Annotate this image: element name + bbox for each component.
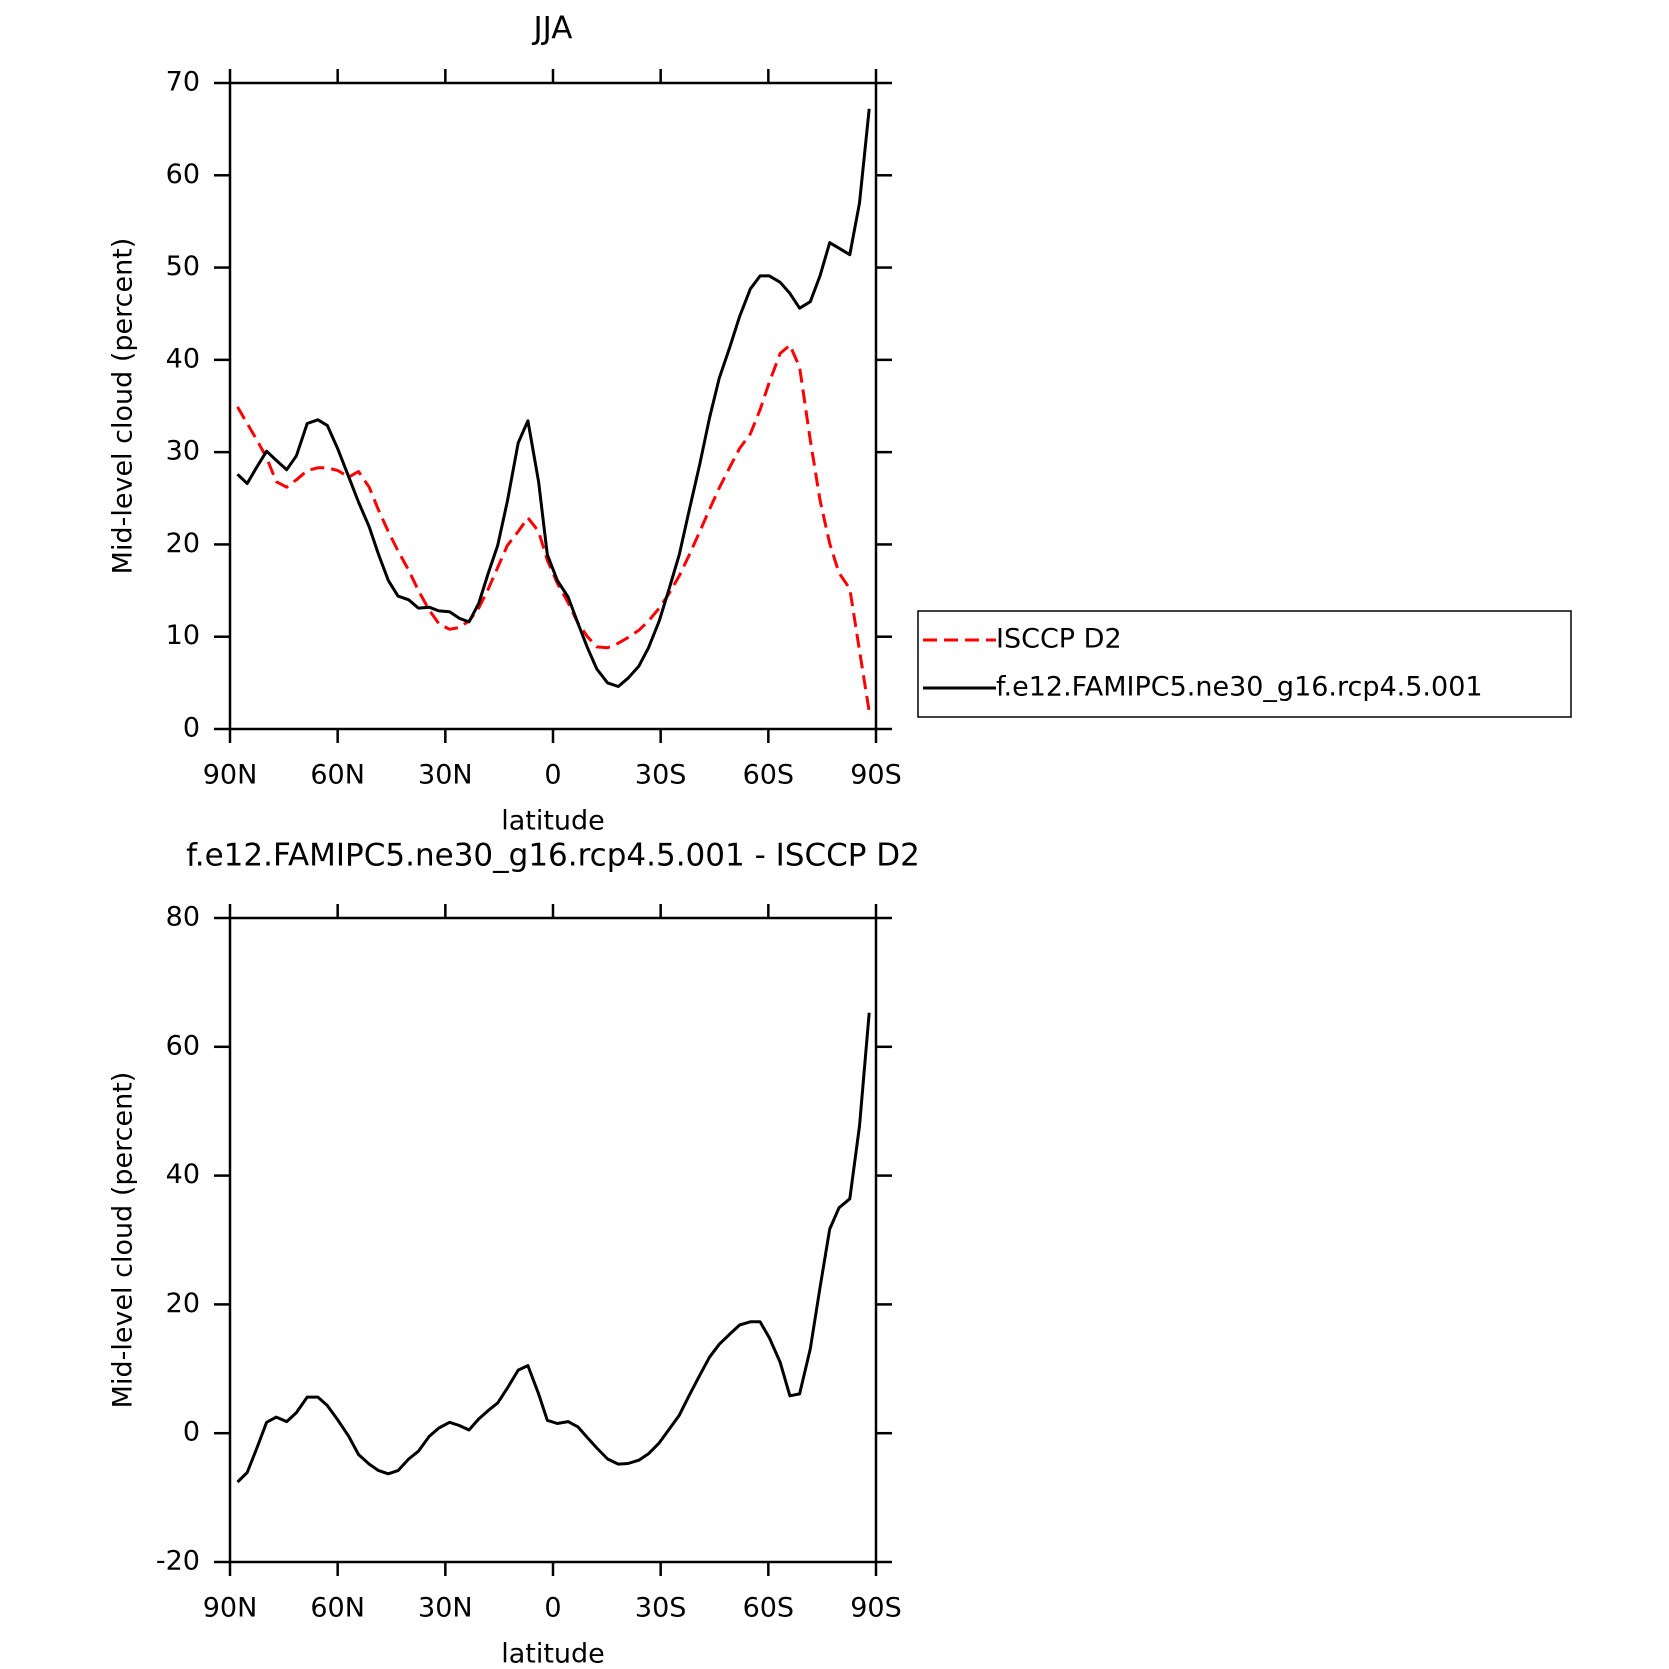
x-tick-label: 30N: [418, 1593, 473, 1624]
x-tick-label: 30S: [635, 1593, 687, 1624]
y-axis-label: Mid-level cloud (percent): [108, 1072, 139, 1409]
y-tick-label: 40: [166, 343, 200, 374]
y-tick-label: 70: [166, 67, 200, 98]
x-tick-label: 90N: [203, 1593, 258, 1624]
y-tick-label: 20: [166, 528, 200, 559]
legend-label: ISCCP D2: [996, 624, 1122, 655]
x-tick-label: 90S: [850, 760, 902, 791]
x-tick-label: 30N: [418, 760, 473, 791]
x-axis-label: latitude: [501, 806, 605, 837]
y-tick-label: 0: [183, 713, 200, 744]
chart-title: JJA: [532, 11, 573, 47]
y-tick-label: 50: [166, 251, 200, 282]
y-tick-label: 0: [183, 1417, 200, 1448]
y-tick-label: 60: [166, 159, 200, 190]
data-line: [236, 1012, 871, 1484]
y-tick-label: 80: [166, 902, 200, 933]
y-tick-label: 20: [166, 1288, 200, 1319]
data-line: [236, 343, 871, 712]
y-tick-label: 30: [166, 436, 200, 467]
legend-label: f.e12.FAMIPC5.ne30_g16.rcp4.5.001: [996, 672, 1483, 703]
y-tick-label: 10: [166, 620, 200, 651]
x-axis-label: latitude: [501, 1639, 605, 1669]
data-line: [236, 108, 871, 688]
x-tick-label: 90S: [850, 1593, 902, 1624]
x-tick-label: 0: [544, 760, 561, 791]
y-tick-label: -20: [156, 1546, 200, 1577]
y-axis-label: Mid-level cloud (percent): [108, 238, 139, 575]
legend-box: [917, 610, 1572, 718]
plot-frame: [228, 916, 878, 1564]
x-tick-label: 60N: [310, 1593, 365, 1624]
plot-frame: [228, 81, 878, 731]
x-tick-label: 0: [544, 1593, 561, 1624]
y-tick-label: 60: [166, 1030, 200, 1061]
x-tick-label: 60N: [310, 760, 365, 791]
chart-title: f.e12.FAMIPC5.ne30_g16.rcp4.5.001 - ISCC…: [186, 838, 920, 874]
x-tick-label: 90N: [203, 760, 258, 791]
x-tick-label: 60S: [743, 1593, 795, 1624]
x-tick-label: 60S: [743, 760, 795, 791]
x-tick-label: 30S: [635, 760, 687, 791]
y-tick-label: 40: [166, 1159, 200, 1190]
